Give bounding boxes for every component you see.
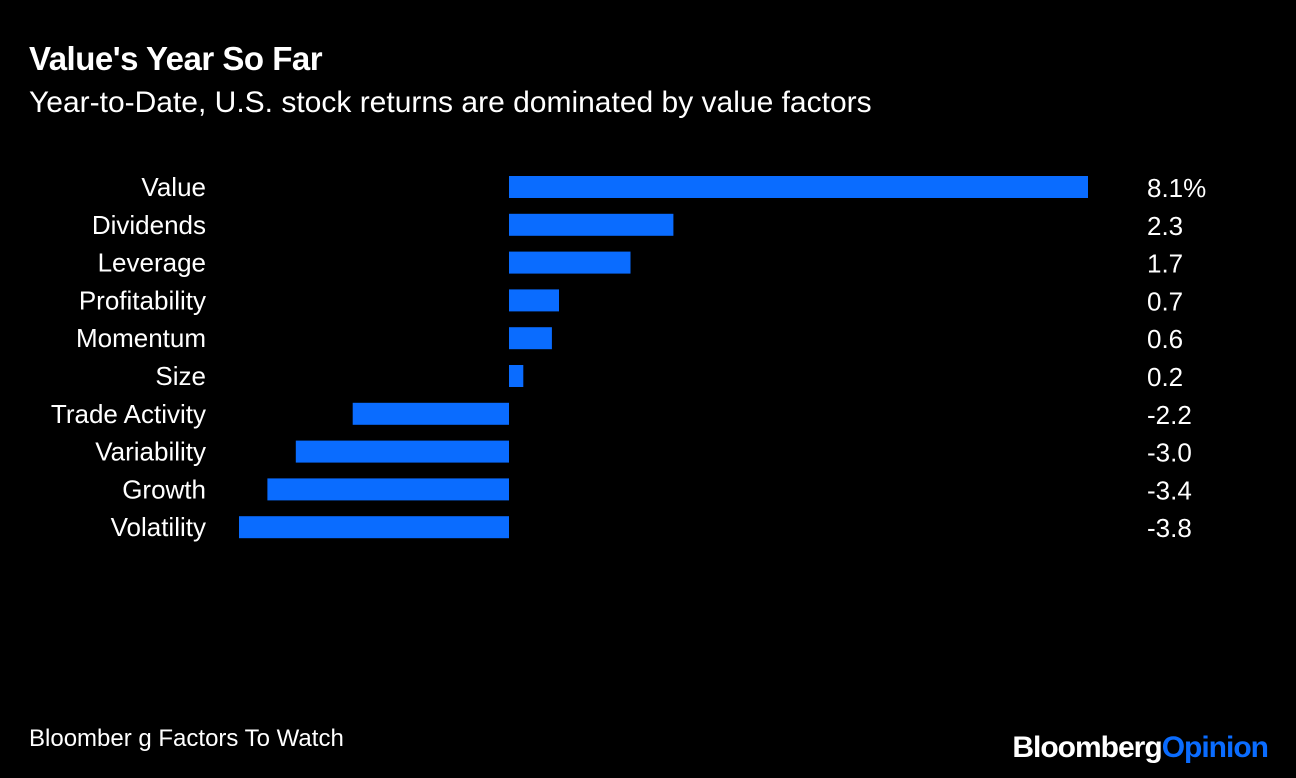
bar-momentum (509, 327, 552, 350)
value-label-growth: -3.4 (1147, 475, 1192, 505)
bar-variability (295, 440, 509, 463)
bloomberg-opinion-logo: BloombergOpinion (1012, 731, 1269, 765)
category-label-growth: Growth (122, 474, 206, 504)
bar-value (509, 176, 1088, 198)
value-label-trade-activity: -2.2 (1147, 400, 1192, 430)
value-label-value: 8.1% (1147, 173, 1206, 203)
value-label-leverage: 1.7 (1147, 249, 1183, 279)
category-label-value: Value (141, 172, 206, 202)
bar-size (509, 365, 524, 387)
category-label-trade-activity: Trade Activity (51, 399, 206, 429)
value-label-size: 0.2 (1147, 362, 1183, 392)
category-label-profitability: Profitability (79, 285, 206, 315)
chart-subtitle: Year-to-Date, U.S. stock returns are dom… (29, 86, 872, 119)
category-label-size: Size (155, 361, 206, 391)
value-label-profitability: 0.7 (1147, 286, 1183, 316)
bar-profitability (509, 289, 559, 312)
value-label-dividends: 2.3 (1147, 211, 1183, 241)
bar-leverage (509, 251, 631, 274)
chart-title: Value's Year So Far (29, 40, 323, 77)
category-label-dividends: Dividends (92, 210, 206, 240)
brand-name: Bloomberg (1012, 731, 1162, 764)
category-label-leverage: Leverage (98, 248, 206, 278)
bar-volatility (239, 516, 509, 539)
bar-trade-activity (352, 402, 509, 425)
source-note: Bloomber g Factors To Watch (29, 725, 344, 752)
value-label-volatility: -3.8 (1147, 513, 1192, 543)
brand-section: Opinion (1161, 731, 1269, 764)
value-label-momentum: 0.6 (1147, 324, 1183, 354)
value-label-variability: -3.0 (1147, 438, 1192, 468)
bar-dividends (509, 213, 674, 236)
category-label-variability: Variability (95, 437, 206, 467)
category-label-volatility: Volatility (111, 512, 206, 542)
category-label-momentum: Momentum (76, 323, 206, 353)
bar-growth (267, 478, 509, 501)
